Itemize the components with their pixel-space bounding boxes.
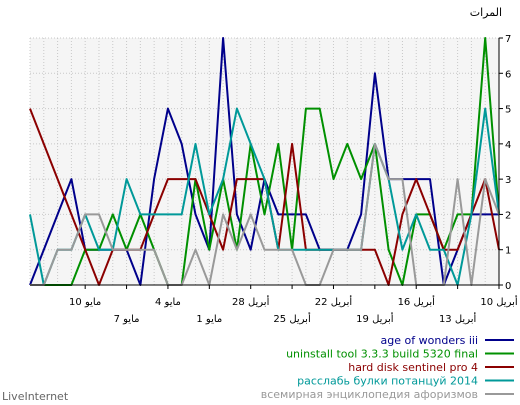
x-tick-label: 10 مايو [69, 297, 101, 308]
y-tick-label: 4 [505, 140, 511, 151]
legend-item: age of wonders iii [381, 334, 478, 347]
y-tick-label: 6 [505, 69, 511, 80]
y-axis-label: المرات [470, 6, 502, 19]
x-tick-label: 25 أبريل [273, 312, 311, 325]
y-tick-labels: 0 1 2 3 4 5 6 7 [499, 34, 511, 292]
legend-item: uninstall tool 3.3.3 build 5320 final [286, 348, 478, 361]
y-tick-label: 2 [505, 210, 511, 221]
x-tick-label: 16 أبريل [398, 295, 436, 308]
x-tick-label: 13 أبريل [439, 312, 477, 325]
x-tick-labels: 10 أبريل 16 أبريل 22 أبريل 28 أبريل 4 مايو 10… [69, 285, 518, 325]
x-tick-label: 1 مايو [196, 314, 222, 325]
axes [30, 38, 500, 286]
x-tick-label: 19 أبريل [356, 312, 394, 325]
x-tick-label: 4 مايو [155, 297, 181, 308]
x-tick-label: 28 أبريل [232, 295, 270, 308]
x-tick-label: 7 مايو [114, 314, 140, 325]
series-line [29, 107, 500, 286]
x-tick-label: 22 أبريل [315, 295, 353, 308]
series-lines [29, 37, 500, 286]
y-tick-label: 5 [505, 105, 511, 116]
y-tick-label: 3 [505, 175, 511, 186]
y-tick-label: 1 [505, 246, 511, 257]
y-tick-label: 7 [505, 34, 511, 45]
y-tick-label: 0 [505, 281, 511, 292]
legend-item: расслабь булки потанцуй 2014 [297, 375, 478, 388]
legend-item: hard disk sentinel pro 4 [348, 361, 478, 374]
x-tick-label: 10 أبريل [480, 295, 518, 308]
legend-item: всемирная энциклопедия афоризмов [261, 388, 478, 401]
series-line [30, 37, 500, 286]
brand-label: LiveInternet [2, 390, 69, 403]
